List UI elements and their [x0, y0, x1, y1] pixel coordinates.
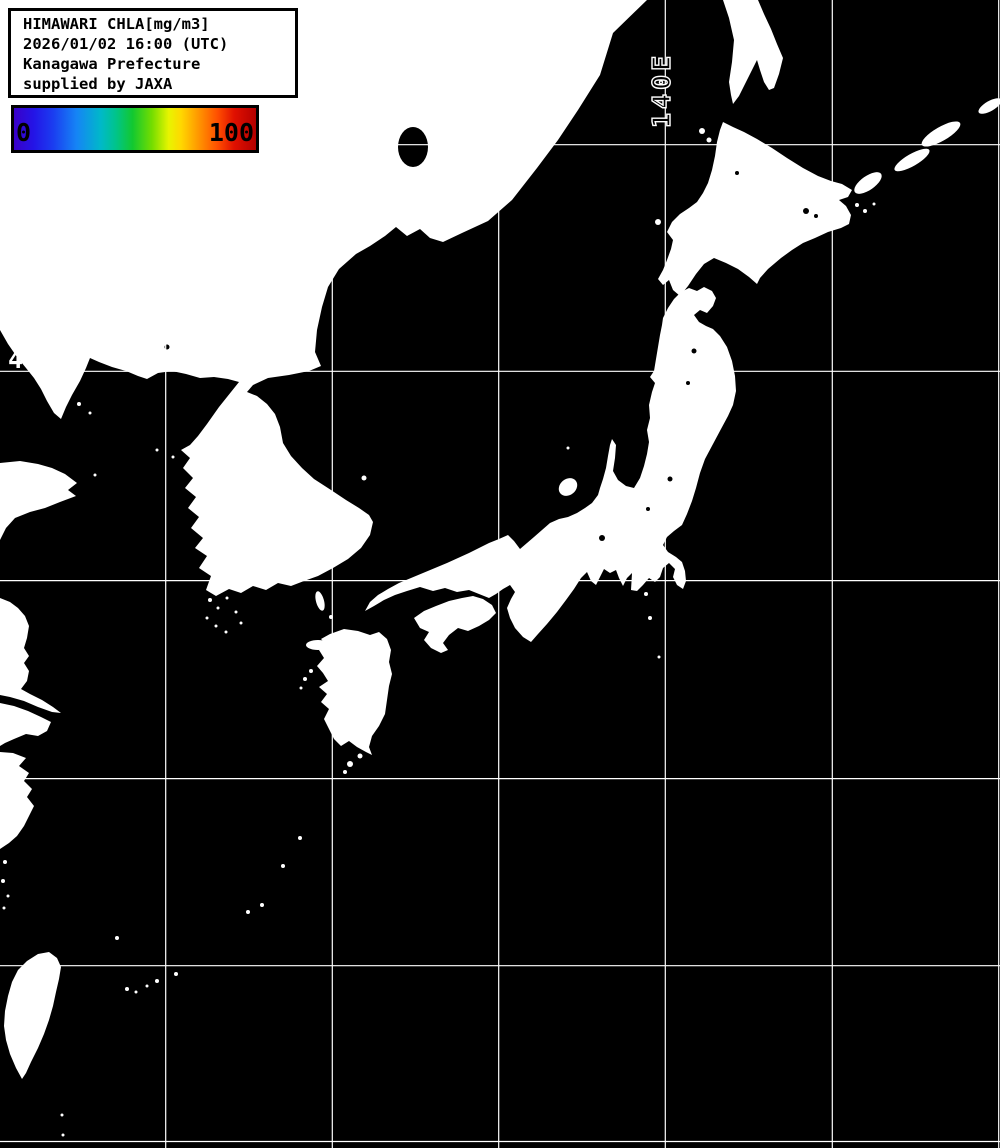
island-sado	[558, 478, 578, 496]
island-dot	[289, 188, 293, 192]
island-izu	[648, 616, 652, 620]
islands	[1, 98, 1000, 1137]
island-dot	[2, 906, 6, 910]
island-dot	[234, 610, 238, 614]
island-dot	[60, 1113, 64, 1117]
island-dot	[239, 621, 243, 625]
island-ryukyu	[260, 903, 264, 907]
island-dot	[6, 894, 10, 898]
grid-labels: 40N 140E	[8, 51, 677, 374]
lake-tazawa	[686, 381, 690, 385]
island-dot	[863, 209, 867, 213]
island-dot	[232, 188, 236, 192]
island-izu	[657, 655, 661, 659]
landmass-sakhalin	[723, 0, 783, 104]
lake-dot	[735, 171, 739, 175]
island-ryukyu	[298, 836, 302, 840]
lake-dot	[814, 214, 818, 218]
lake-inawashiro	[667, 476, 673, 482]
info-line-source: supplied by JAXA	[23, 75, 173, 93]
colorbar-frame: 0 100	[8, 102, 262, 156]
island-ryukyu	[246, 910, 250, 914]
lake-khanka	[398, 127, 428, 167]
island-yakushima	[357, 753, 363, 759]
landmass-china-shanghai	[0, 703, 51, 746]
colorbar-max-label: 100	[208, 117, 254, 147]
lake-dot	[646, 507, 650, 511]
island-dot	[214, 624, 218, 628]
island-goto	[299, 686, 303, 690]
island-oki	[310, 546, 314, 550]
island-tsushima	[315, 591, 325, 611]
island-ryukyu	[155, 979, 159, 983]
landmass-hokkaido	[658, 122, 852, 296]
latitude-label: 40N	[8, 345, 53, 374]
island-dot	[295, 198, 299, 202]
island-ulleungdo	[361, 475, 367, 481]
island-rebun	[706, 137, 712, 143]
island-dot	[225, 596, 229, 600]
landmass-honshu	[365, 287, 736, 642]
lake-dot	[803, 208, 809, 214]
island-oki	[318, 550, 322, 554]
colorbar-gradient: 0 100	[11, 105, 259, 153]
island-dot	[3, 860, 7, 864]
lake-towada	[691, 348, 697, 354]
island-tanegashima	[347, 761, 353, 767]
colorbar-min-label: 0	[16, 117, 32, 147]
island-dot	[855, 203, 859, 207]
kuril-island	[894, 148, 930, 172]
island-dot	[566, 446, 570, 450]
lake-biwa	[599, 535, 605, 541]
island-dot	[205, 616, 209, 620]
island-okushiri	[655, 219, 661, 225]
island-izu	[644, 592, 648, 596]
landmass-china-jiangsu	[0, 598, 61, 713]
longitude-label: 140E	[647, 52, 676, 128]
island-rishiri	[699, 128, 705, 134]
landmass-china-zhejiang	[0, 752, 34, 849]
info-line-title: HIMAWARI CHLA[mg/m3]	[23, 15, 210, 33]
island-dot	[61, 1133, 65, 1137]
island-dot	[224, 630, 228, 634]
island-dot	[93, 473, 97, 477]
info-line-datetime: 2026/01/02 16:00 (UTC)	[23, 35, 229, 53]
island-dot	[216, 606, 220, 610]
landmass-shikoku	[414, 596, 496, 653]
island-dot	[171, 455, 175, 459]
island-goto	[309, 669, 313, 673]
landmass-taiwan	[4, 952, 61, 1079]
island-dot	[88, 411, 92, 415]
island-dot	[208, 598, 212, 602]
kuril-island	[854, 172, 882, 194]
landmass-shandong	[0, 461, 77, 540]
island-ryukyu	[125, 987, 129, 991]
island-ryukyu	[134, 990, 138, 994]
landmass-kyushu	[317, 629, 392, 755]
island-dot	[294, 209, 298, 213]
info-box: HIMAWARI CHLA[mg/m3] 2026/01/02 16:00 (UT…	[8, 8, 298, 98]
island-dot	[77, 402, 81, 406]
island-ryukyu	[281, 864, 285, 868]
island-dot	[872, 202, 876, 206]
kuril-island	[921, 121, 961, 147]
island-dot	[343, 770, 347, 774]
island-jeju	[306, 640, 330, 650]
island-goto	[303, 677, 307, 681]
island-dot	[1, 879, 5, 883]
island-ryukyu	[115, 936, 119, 940]
island-ryukyu	[145, 984, 149, 988]
island-ryukyu	[174, 972, 178, 976]
kuril-island	[978, 98, 1000, 114]
info-line-region: Kanagawa Prefecture	[23, 55, 201, 73]
lakes	[164, 127, 818, 541]
island-dot	[155, 448, 159, 452]
